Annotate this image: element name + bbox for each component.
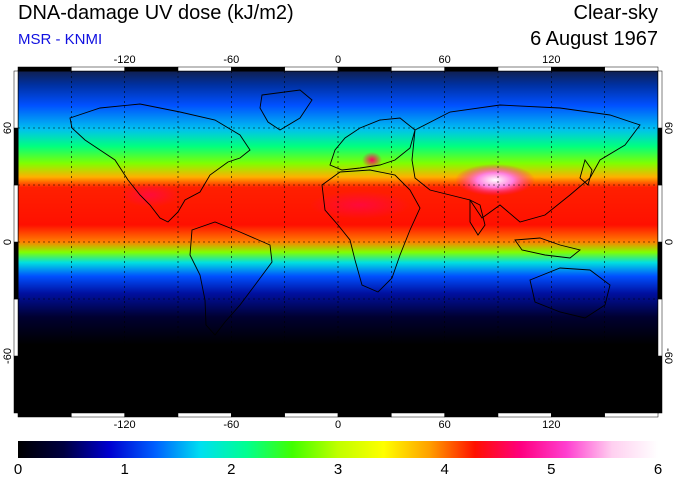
lon-tick-label-bottom: -120 [114, 419, 136, 431]
lat-tick-label-left: -60 [2, 348, 14, 364]
frame-segment-top [604, 66, 659, 72]
frame-segment-bottom [604, 412, 659, 418]
lon-tick-label-top: -60 [223, 54, 239, 66]
colorbar-tick-label: 2 [227, 461, 235, 478]
colorbar-tick-label: 5 [547, 461, 555, 478]
lon-tick-label-bottom: 60 [439, 419, 451, 431]
tick-labels: -120 -120 -60 -60 0 0 60 60 120 120 60 60 0 0 -60 -60 [2, 54, 674, 431]
colorbar-tick-label: 1 [120, 461, 128, 478]
sky-condition-label: Clear-sky [573, 2, 658, 24]
lon-tick-label-top: 60 [439, 54, 451, 66]
colorbar-tick-label: 3 [334, 461, 342, 478]
lon-tick-label-bottom: -60 [223, 419, 239, 431]
mediterranean-maximum [362, 152, 382, 168]
lat-tick-label-left: 60 [2, 122, 14, 134]
lon-tick-label-bottom: 120 [542, 419, 560, 431]
lat-tick-label-right: 60 [662, 122, 674, 134]
lon-tick-label-top: 0 [335, 54, 341, 66]
lat-tick-label-right: 0 [662, 239, 674, 245]
graticule [18, 71, 658, 413]
colorbar-tick-label: 0 [14, 461, 22, 478]
frame-ticks [13, 66, 663, 418]
lon-tick-label-top: 120 [542, 54, 560, 66]
frame-segment-left [13, 70, 19, 129]
sahara-maximum [310, 191, 410, 219]
date-label: 6 August 1967 [530, 28, 658, 50]
lat-tick-label-left: 0 [2, 239, 14, 245]
lon-tick-label-top: -120 [114, 54, 136, 66]
coastlines [18, 89, 658, 399]
map-title: DNA-damage UV dose (kJ/m2) [18, 2, 294, 24]
tibet-maximum [455, 164, 535, 196]
colorbar-tick-label: 4 [440, 461, 448, 478]
colorbar-gradient [18, 441, 658, 458]
colorbar-tick-label: 6 [654, 461, 662, 478]
frame-segment-right [657, 70, 663, 129]
lon-tick-label-bottom: 0 [335, 419, 341, 431]
source-label: MSR - KNMI [18, 31, 103, 48]
lat-tick-label-right: -60 [662, 348, 674, 364]
